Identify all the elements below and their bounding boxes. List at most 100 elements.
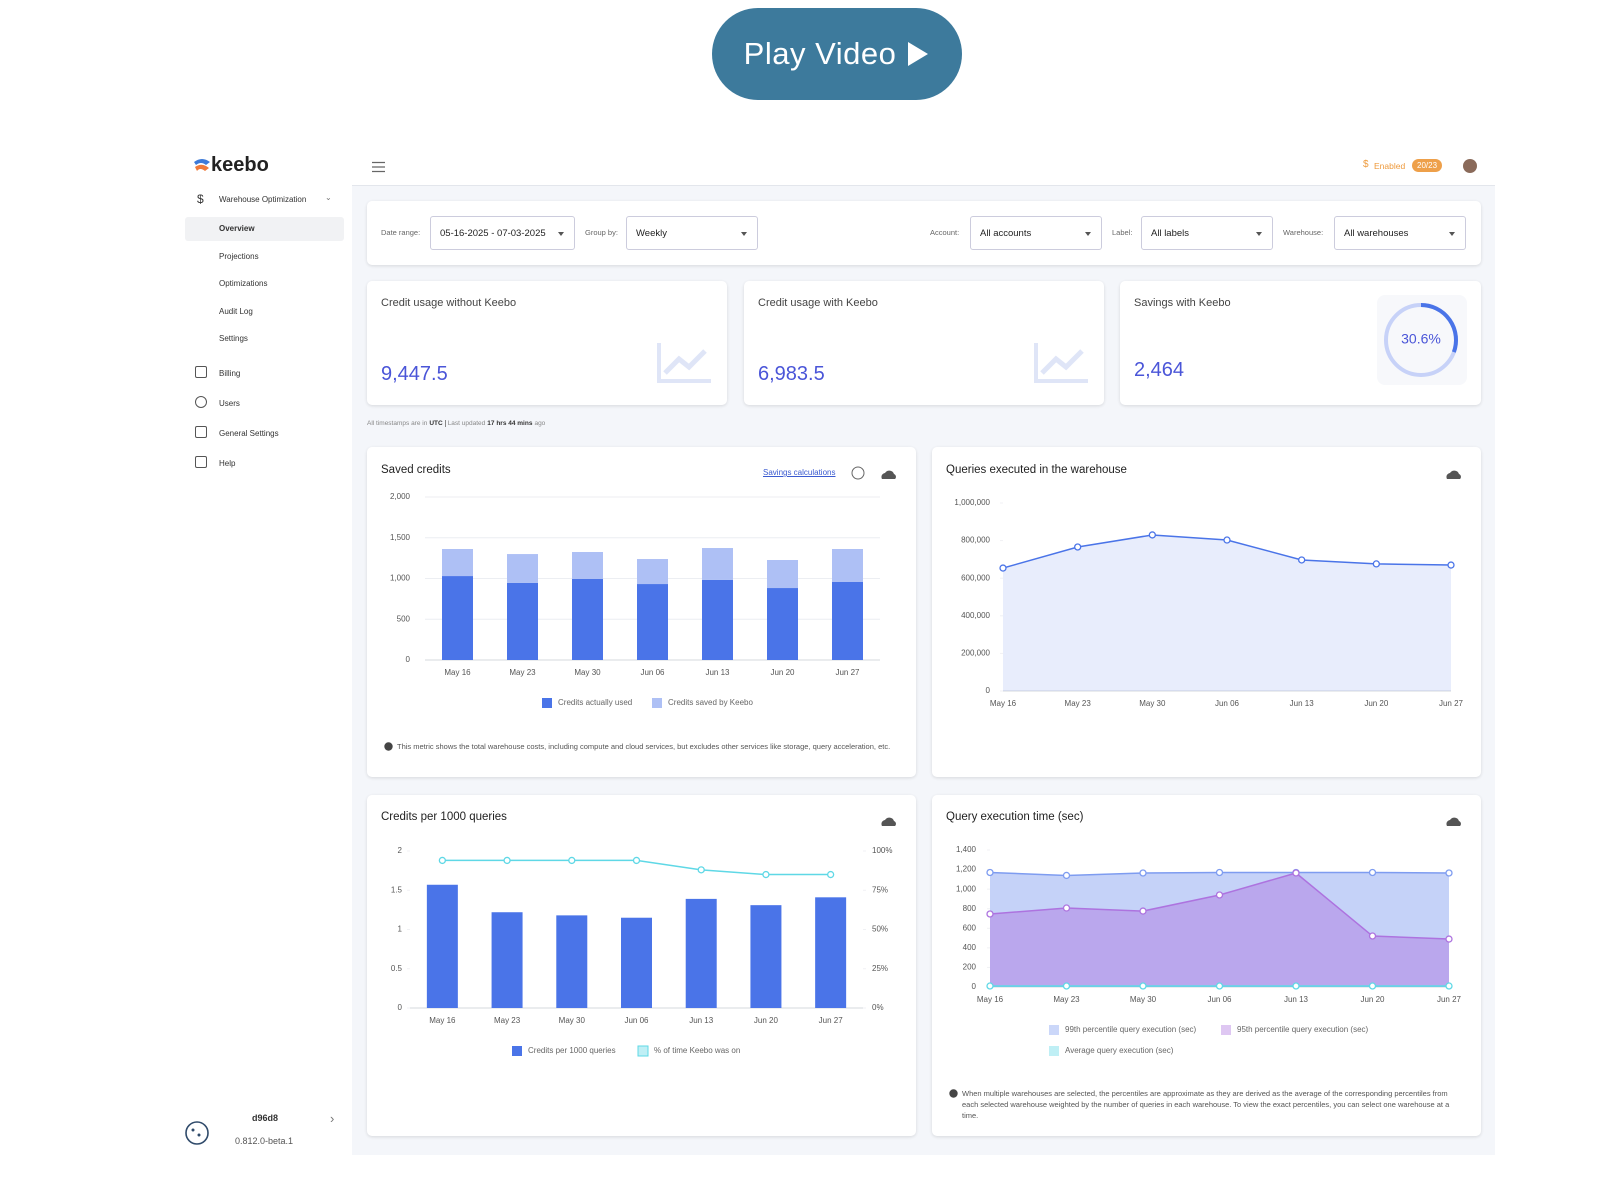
- caret[interactable]: [558, 232, 564, 236]
- timestamp-note: All timestamps are in UTC Last updated 1…: [367, 420, 545, 427]
- filter-value[interactable]: All labels: [1151, 228, 1190, 239]
- kpi-value: 9,447.5: [381, 363, 448, 385]
- play-icon[interactable]: [906, 41, 930, 67]
- caret[interactable]: [1449, 232, 1455, 236]
- filter-label: Date range:: [381, 228, 421, 237]
- nav-item[interactable]: Users: [219, 399, 240, 408]
- gauge-arc: [1420, 303, 1458, 353]
- nav-icon: $: [197, 192, 204, 206]
- cookie-dot: [191, 1128, 195, 1132]
- nav-item[interactable]: Overview: [219, 224, 255, 233]
- menu-lines[interactable]: [372, 161, 385, 173]
- status-icon: $: [1363, 159, 1369, 170]
- caret[interactable]: [741, 232, 747, 236]
- filter-value[interactable]: All warehouses: [1344, 228, 1409, 239]
- nav-icon: [195, 426, 207, 438]
- filter-dropdown[interactable]: All accounts: [970, 216, 1102, 250]
- filter-label: Label:: [1112, 228, 1133, 237]
- timestamp-text: All timestamps are in: [367, 420, 428, 427]
- info-icon: [384, 742, 393, 751]
- chart-note: When multiple warehouses are selected, t…: [949, 1088, 1459, 1121]
- caret[interactable]: [1085, 232, 1091, 236]
- nav-icon: [195, 366, 207, 378]
- logo-text: keebo: [211, 154, 269, 176]
- nav-section[interactable]: Warehouse Optimization: [219, 195, 307, 204]
- workspace-chevron[interactable]: ›: [330, 1111, 335, 1126]
- nav-item[interactable]: General Settings: [219, 429, 279, 438]
- logo-mark: [194, 159, 210, 171]
- kpi-card: Credit usage without Keebo 9,447.5: [367, 281, 727, 405]
- nav-item[interactable]: Audit Log: [219, 306, 253, 316]
- filter-dropdown[interactable]: All labels: [1141, 216, 1273, 250]
- nav-icon: [195, 456, 207, 468]
- gauge: 30.6%: [1384, 303, 1458, 377]
- note-text: When multiple warehouses are selected, t…: [962, 1089, 1450, 1120]
- avatar[interactable]: [1462, 158, 1478, 174]
- chart-icon: [1034, 343, 1088, 383]
- kpi-chart-icon: [657, 341, 713, 383]
- logo-stroke: [195, 164, 209, 171]
- kpi-card: Credit usage with Keebo 6,983.5: [744, 281, 1104, 405]
- note-text: This metric shows the total warehouse co…: [397, 742, 891, 751]
- cookie-circle: [185, 1121, 209, 1145]
- nav-item[interactable]: Help: [219, 459, 236, 468]
- nav-item[interactable]: Billing: [219, 369, 241, 378]
- info-dot: [949, 1089, 958, 1098]
- chart-card: [932, 795, 1481, 1136]
- chart-note: This metric shows the total warehouse co…: [384, 741, 894, 752]
- filter-value[interactable]: All accounts: [980, 228, 1032, 239]
- filter-dropdown[interactable]: Weekly: [626, 216, 758, 250]
- timestamp-age: 17 hrs 44 mins: [487, 420, 533, 427]
- play-video-button[interactable]: Play Video: [712, 8, 962, 100]
- filter-label: Group by:: [585, 228, 618, 237]
- status-badge: 20/23: [1412, 159, 1443, 172]
- kpi-card: Savings with Keebo 2,464 30.6%: [1120, 281, 1481, 405]
- app-version: 0.812.0-beta.1: [235, 1136, 294, 1146]
- kpi-title: Credit usage without Keebo: [381, 297, 517, 309]
- savings-link[interactable]: Savings calculations: [763, 468, 836, 477]
- caret[interactable]: [1256, 232, 1262, 236]
- timestamp-zone: UTC: [429, 420, 443, 427]
- chart-icon: [657, 343, 711, 383]
- filter-value[interactable]: Weekly: [636, 228, 667, 239]
- kpi-title: Credit usage with Keebo: [758, 297, 878, 309]
- status-label: Enabled: [1374, 161, 1406, 171]
- nav-item[interactable]: Projections: [219, 251, 259, 261]
- logo-stroke: [194, 159, 210, 165]
- timestamp-text: Last updated: [444, 420, 485, 427]
- info-dot: [384, 742, 393, 751]
- nav-item[interactable]: Settings: [219, 334, 248, 343]
- kpi-chart-icon: [1034, 341, 1090, 383]
- gauge-label: 30.6%: [1401, 331, 1441, 347]
- timestamp-text: ago: [534, 420, 546, 427]
- chart-card: [367, 447, 916, 777]
- menu-button[interactable]: [372, 161, 386, 173]
- filter-dropdown[interactable]: All warehouses: [1334, 216, 1466, 250]
- filter-label: Account:: [930, 228, 960, 237]
- workspace-name: d96d8: [252, 1113, 279, 1123]
- icon-axis: [1034, 343, 1088, 383]
- cookie-icon: [185, 1121, 209, 1145]
- nav-chevron[interactable]: ⌄: [325, 193, 332, 202]
- kpi-value: 2,464: [1134, 359, 1185, 381]
- avatar-circle[interactable]: [1463, 159, 1477, 173]
- top-bar: [352, 145, 1495, 186]
- chart-card: [932, 447, 1481, 777]
- filter-label: Warehouse:: [1283, 228, 1324, 237]
- icon-axis: [657, 343, 711, 383]
- filter-dropdown[interactable]: 05-16-2025 - 07-03-2025: [430, 216, 575, 250]
- filter-value[interactable]: 05-16-2025 - 07-03-2025: [440, 228, 546, 239]
- kpi-title: Savings with Keebo: [1134, 297, 1231, 309]
- nav-icon: [195, 396, 207, 408]
- nav-selected-bg: [185, 217, 344, 241]
- icon-line: [663, 349, 707, 375]
- icon-line: [1040, 349, 1084, 375]
- info-icon: [949, 1089, 958, 1098]
- chart-card: [367, 795, 916, 1136]
- nav-item[interactable]: Optimizations: [219, 279, 268, 288]
- play-label[interactable]: Play Video: [743, 36, 897, 71]
- kpi-value: 6,983.5: [758, 363, 825, 385]
- play-triangle[interactable]: [908, 42, 929, 66]
